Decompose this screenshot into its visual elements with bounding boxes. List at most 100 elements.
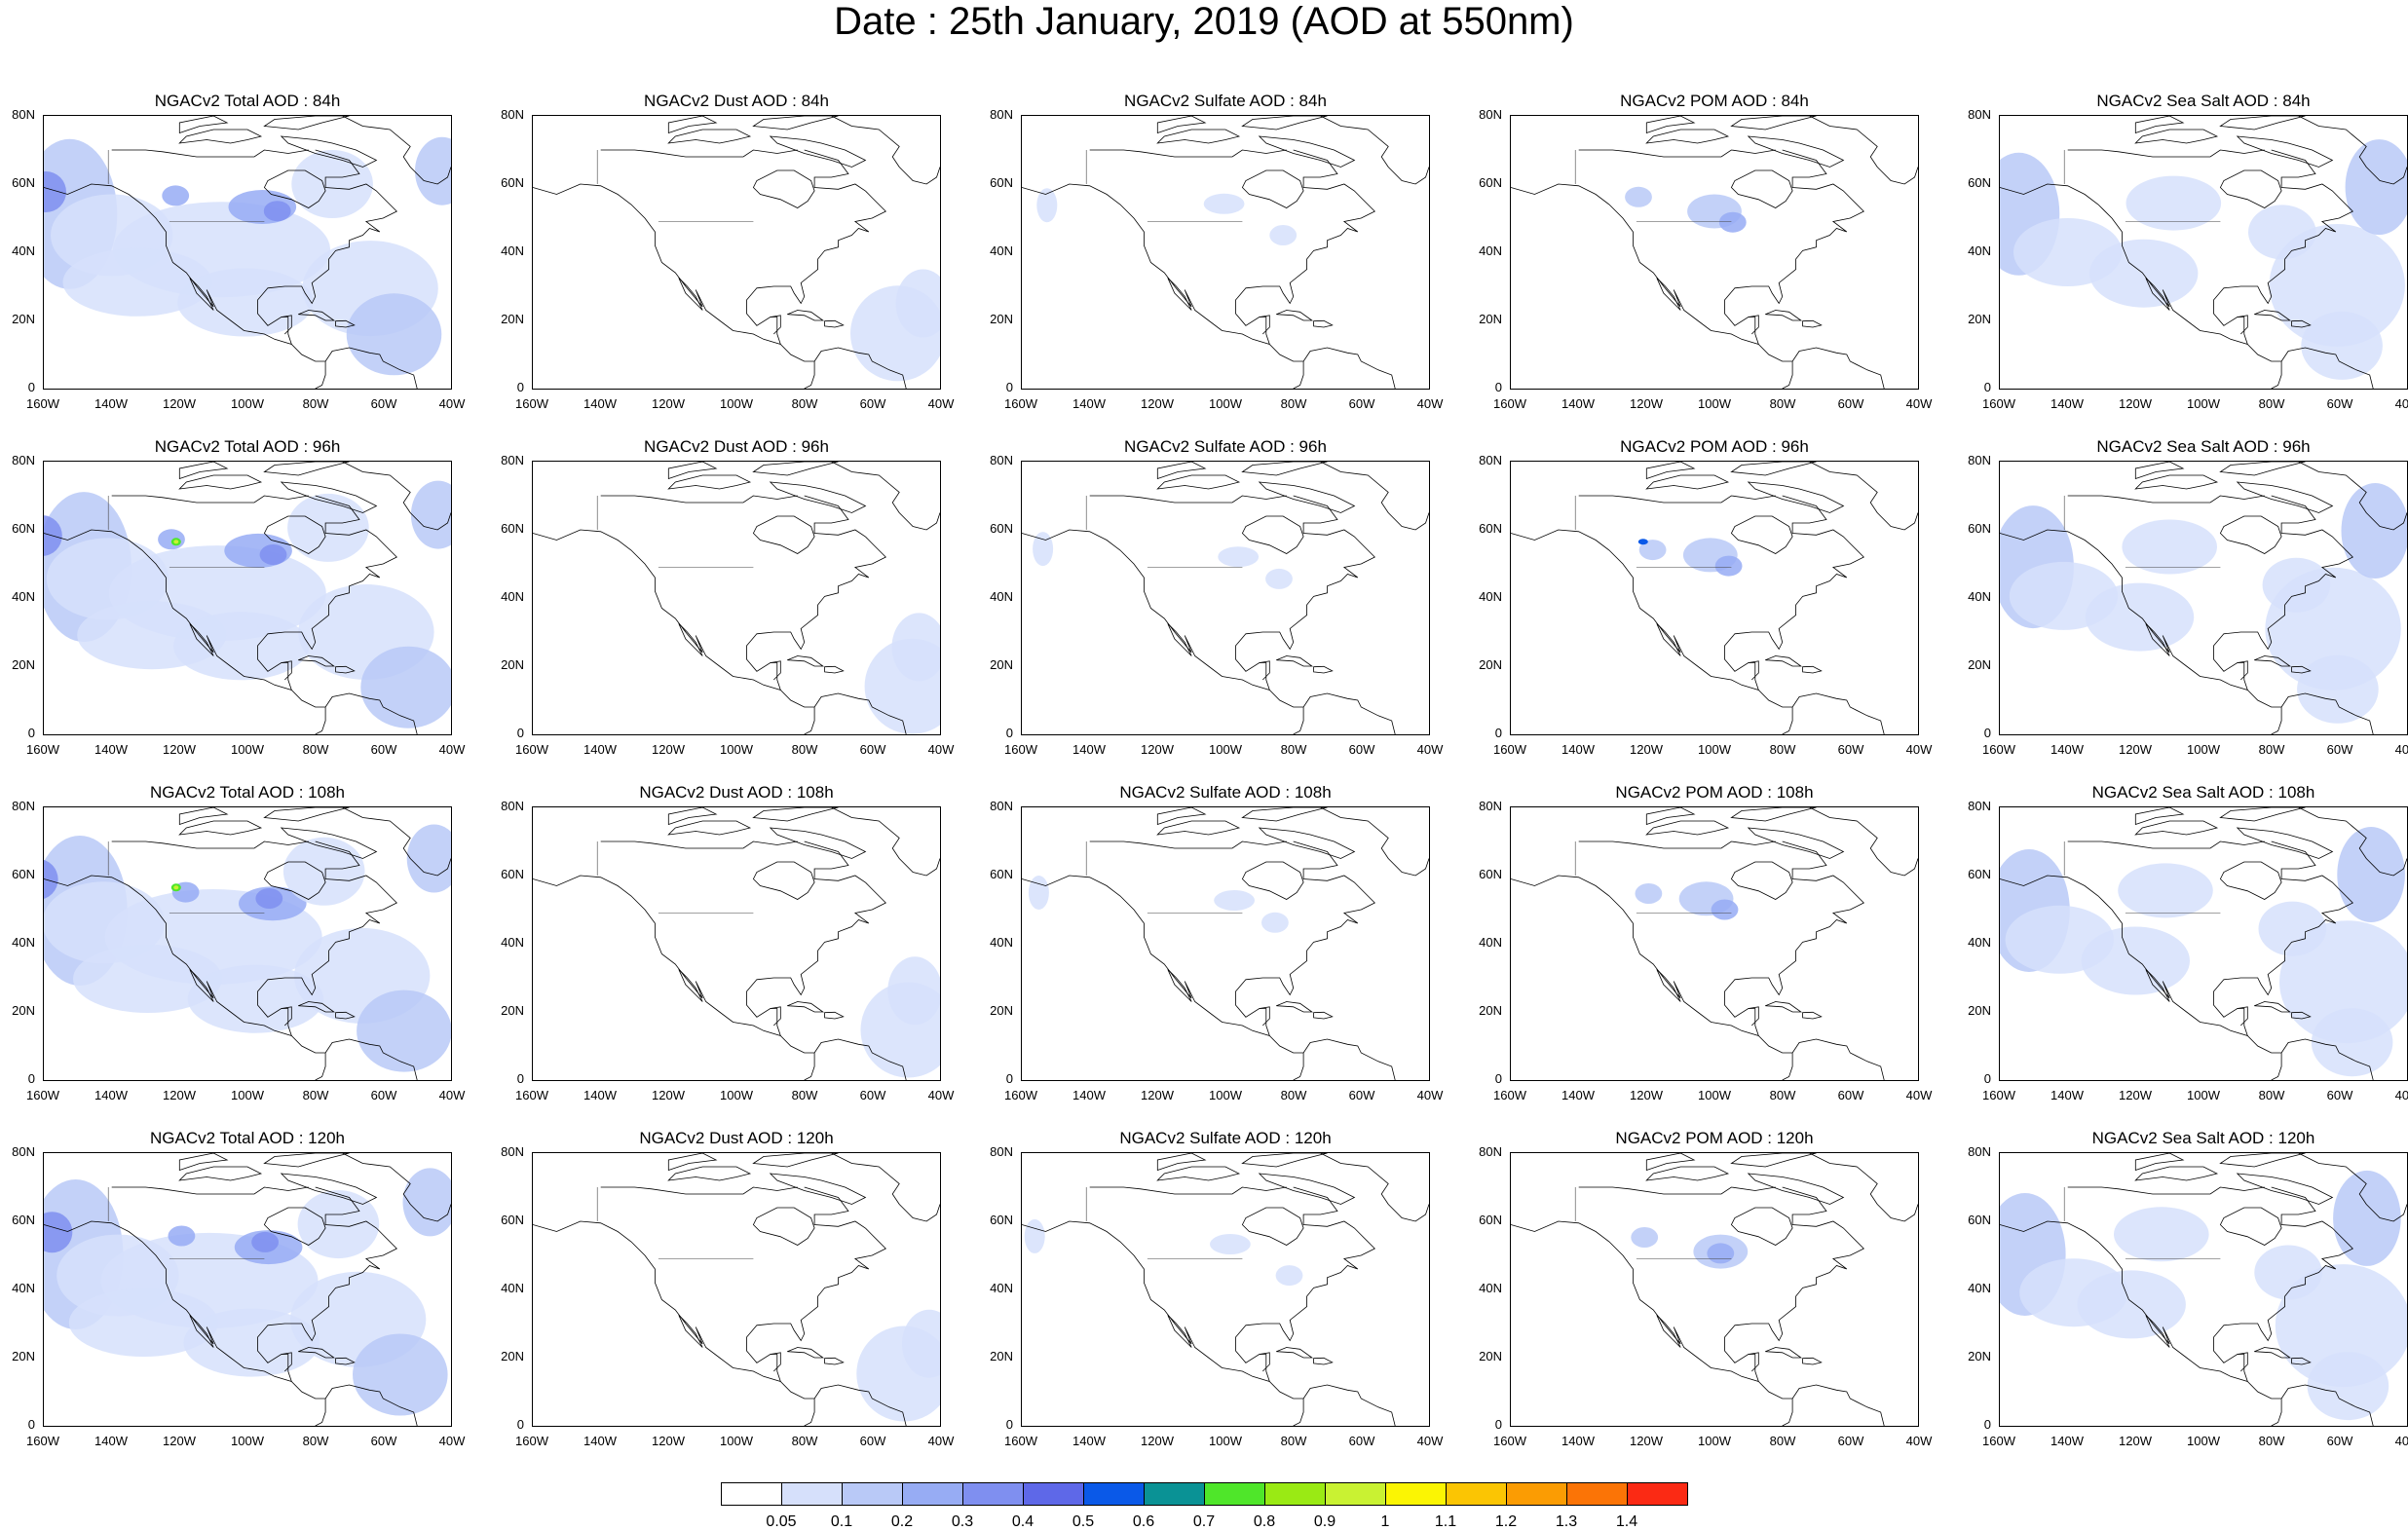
coastline — [342, 116, 451, 185]
colorbar-swatch — [1264, 1482, 1326, 1506]
x-tick-label: 60W — [2326, 396, 2353, 411]
aod-patch — [353, 1333, 448, 1416]
coastline — [746, 840, 886, 1036]
y-tick-label: 60N — [12, 521, 35, 536]
colorbar-swatch — [1566, 1482, 1628, 1506]
coastline — [2236, 135, 2334, 168]
y-tick-label: 80N — [501, 1144, 524, 1159]
coastline — [281, 315, 292, 335]
aod-patch — [1711, 899, 1739, 920]
coastline — [178, 1153, 229, 1172]
coastline — [1656, 278, 1681, 311]
aod-patch — [410, 480, 451, 549]
coastline — [1259, 660, 1270, 681]
map-plot — [1510, 806, 1919, 1081]
coastlines — [533, 462, 940, 734]
x-tick-label: 100W — [231, 1088, 264, 1102]
coastline — [600, 495, 798, 504]
coastline — [1578, 1186, 1776, 1195]
x-tick-label: 140W — [1561, 396, 1595, 411]
aod-patch — [902, 1309, 940, 1378]
coastline — [280, 1173, 378, 1205]
coastline — [770, 1352, 781, 1372]
map-panel: NGACv2 Total AOD : 120h 80N 60N 40N 20N 0 160W… — [0, 1127, 487, 1472]
aod-field — [1631, 1227, 1749, 1269]
coastline — [1156, 116, 1207, 134]
coastline — [1645, 1166, 1730, 1181]
coastline — [667, 129, 752, 144]
coastline — [1302, 692, 1396, 734]
coastline — [824, 1011, 845, 1020]
coastline — [2219, 462, 2306, 476]
coastline — [263, 169, 326, 208]
x-tick-label: 60W — [1837, 742, 1864, 757]
coastline — [263, 462, 350, 476]
x-tick-label: 60W — [859, 1088, 886, 1102]
colorbar-label: 1.1 — [1434, 1513, 1457, 1530]
coastline — [1156, 474, 1241, 490]
x-tick-label: 120W — [1141, 1434, 1174, 1448]
coastline — [678, 623, 703, 656]
coastline — [824, 665, 845, 674]
x-tick-label: 80W — [2258, 1434, 2285, 1448]
aod-patch — [2301, 311, 2383, 380]
aod-patch — [2118, 863, 2213, 918]
coastline — [1724, 840, 1864, 1036]
map-plot — [43, 115, 452, 390]
x-tick-label: 40W — [927, 1088, 955, 1102]
y-tick-label: 40N — [1968, 1281, 1991, 1295]
x-tick-label: 40W — [2394, 742, 2408, 757]
y-tick-label: 20N — [1479, 1349, 1502, 1363]
colorbar-legend: 0.05 0.1 0.2 0.3 0.4 0.5 0.6 0.7 0.8 0.9 1 1.1 1.2 1.… — [721, 1482, 1688, 1530]
coastline — [178, 474, 263, 490]
map-plot — [1021, 806, 1430, 1081]
aod-field — [2000, 483, 2407, 724]
coastline — [1167, 623, 1192, 656]
aod-patch — [255, 888, 283, 909]
aod-patch — [402, 1168, 451, 1237]
coastline — [1241, 515, 1304, 554]
y-tick-label: 80N — [12, 453, 35, 467]
map-panel: NGACv2 POM AOD : 108h 80N 60N 40N 20N 0 160W 14… — [1467, 781, 1954, 1126]
aod-patch — [173, 540, 179, 544]
x-tick-label: 160W — [1493, 1088, 1526, 1102]
coastlines — [1511, 1153, 1918, 1426]
y-tick-label: 0 — [516, 726, 524, 740]
x-tick-label: 60W — [1348, 1434, 1375, 1448]
coastline — [178, 116, 229, 134]
coastline — [2219, 116, 2306, 131]
x-tick-label: 40W — [1905, 742, 1933, 757]
coastline — [263, 515, 326, 554]
borders — [596, 1187, 754, 1259]
coastline — [787, 655, 825, 667]
colorbar-swatch — [842, 1482, 903, 1506]
colorbar-swatch — [1204, 1482, 1265, 1506]
y-tick-label: 0 — [1494, 1417, 1502, 1432]
x-tick-label: 160W — [515, 742, 548, 757]
y-tick-label: 20N — [1968, 657, 1991, 672]
coastline — [2237, 1006, 2248, 1027]
coastline — [2000, 529, 2282, 734]
coastline — [335, 319, 356, 328]
coastline — [2134, 474, 2219, 490]
coastline — [2067, 1186, 2265, 1195]
coastline — [1089, 149, 1287, 158]
map-panel: NGACv2 Sea Salt AOD : 108h 80N 60N 40N 20N 0 1… — [1956, 781, 2408, 1126]
aod-patch — [2126, 175, 2222, 231]
y-tick-label: 40N — [501, 935, 524, 950]
x-tick-label: 140W — [94, 1434, 128, 1448]
x-tick-label: 120W — [163, 742, 196, 757]
coastline — [667, 807, 718, 826]
coastline — [324, 1384, 418, 1426]
colorbar-swatch — [1083, 1482, 1145, 1506]
coastline — [752, 1207, 815, 1246]
coastline — [281, 1006, 292, 1027]
coastline — [2219, 1153, 2306, 1168]
y-tick-label: 60N — [501, 1213, 524, 1227]
aod-patch — [1638, 540, 1667, 561]
panel-title: NGACv2 Sea Salt AOD : 84h — [2096, 92, 2311, 110]
panel-title: NGACv2 Sea Salt AOD : 108h — [2091, 783, 2315, 802]
x-tick-label: 140W — [2051, 742, 2084, 757]
coastline — [2254, 1001, 2292, 1013]
coastline — [298, 310, 336, 321]
